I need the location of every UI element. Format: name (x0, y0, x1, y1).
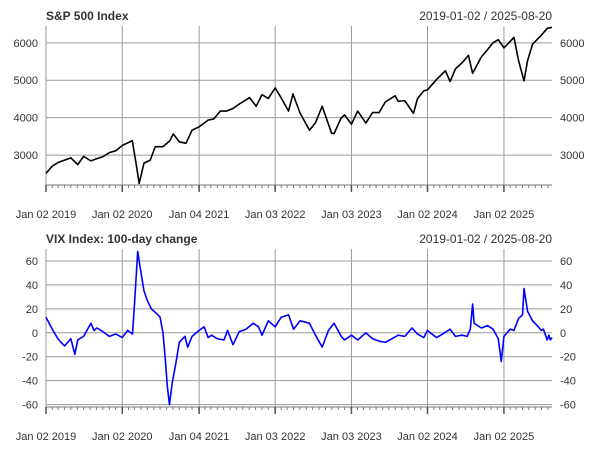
vix-y-tick-label-right: 60 (560, 256, 572, 268)
vix-y-tick-label-right: 0 (560, 328, 566, 340)
sp500-x-tick-label: Jan 02 2020 (92, 209, 153, 221)
sp500-date-range: 2019-01-02 / 2025-08-20 (419, 9, 552, 23)
vix-y-tick-label-right: -40 (560, 376, 576, 388)
sp500-y-tick-label-left: 6000 (14, 38, 38, 50)
vix-x-tick-label: Jan 02 2024 (397, 431, 458, 443)
sp500-series (45, 26, 553, 185)
vix-x-tick-label: Jan 02 2025 (474, 431, 535, 443)
vix-date-range: 2019-01-02 / 2025-08-20 (419, 232, 552, 246)
sp500-y-tick-label-left: 4000 (14, 113, 38, 125)
sp500-y-tick-label-right: 4000 (560, 113, 584, 125)
sp500-grid (45, 26, 552, 185)
vix-x-tick-label: Jan 04 2021 (169, 431, 230, 443)
sp500-y-tick-label-right: 5000 (560, 75, 584, 87)
vix-y-tick-label-left: 60 (26, 256, 38, 268)
sp500-y-tick-label-left: 5000 (14, 75, 38, 87)
vix-series (45, 250, 553, 406)
sp500-y-tick-label-left: 3000 (14, 150, 38, 162)
vix-y-tick-label-right: -60 (560, 400, 576, 412)
vix-y-tick-label-left: 0 (32, 328, 38, 340)
sp500-x-tick-label: Jan 04 2021 (169, 209, 230, 221)
vix-x-tick-label: Jan 02 2019 (16, 431, 77, 443)
vix-y-tick-label-left: -20 (22, 352, 38, 364)
sp500-y-tick-label-right: 6000 (560, 38, 584, 50)
sp500-y-ticks: 3000 3000 4000 4000 5000 5000 6000 6000 (14, 38, 585, 162)
sp500-title: S&P 500 Index (46, 9, 129, 23)
sp500-x-ticks: Jan 02 2019 Jan 02 2020 Jan 04 2021 Jan 03 … (16, 184, 552, 221)
sp500-panel: S&P 500 Index 2019-01-02 / 2025-08-20 30… (14, 9, 585, 221)
vix-y-tick-label-left: 40 (26, 280, 38, 292)
sp500-x-tick-label: Jan 03 2023 (321, 209, 382, 221)
vix-x-ticks: Jan 02 2019 Jan 02 2020 Jan 04 2021 Jan 03 … (16, 406, 552, 443)
vix-title: VIX Index: 100-day change (46, 232, 198, 246)
vix-x-tick-label: Jan 03 2022 (245, 431, 306, 443)
vix-y-tick-label-left: -60 (22, 400, 38, 412)
sp500-series-line (45, 26, 553, 185)
sp500-y-tick-label-right: 3000 (560, 150, 584, 162)
sp500-x-tick-label: Jan 02 2025 (474, 209, 535, 221)
vix-y-tick-label-right: 40 (560, 280, 572, 292)
vix-y-tick-label-left: -40 (22, 376, 38, 388)
vix-y-tick-label-left: 20 (26, 304, 38, 316)
vix-y-tick-label-right: -20 (560, 352, 576, 364)
vix-panel: VIX Index: 100-day change 2019-01-02 / 2… (16, 232, 576, 443)
vix-y-tick-label-right: 20 (560, 304, 572, 316)
vix-x-tick-label: Jan 03 2023 (321, 431, 382, 443)
vix-series-line (45, 250, 553, 406)
sp500-x-tick-label: Jan 02 2019 (16, 209, 77, 221)
sp500-x-tick-label: Jan 03 2022 (245, 209, 306, 221)
vix-y-ticks: -60 -60 -40 -40 -20 -20 0 0 20 20 40 40 60 60 (22, 256, 576, 412)
sp500-x-tick-label: Jan 02 2024 (397, 209, 458, 221)
vix-x-tick-label: Jan 02 2020 (92, 431, 153, 443)
